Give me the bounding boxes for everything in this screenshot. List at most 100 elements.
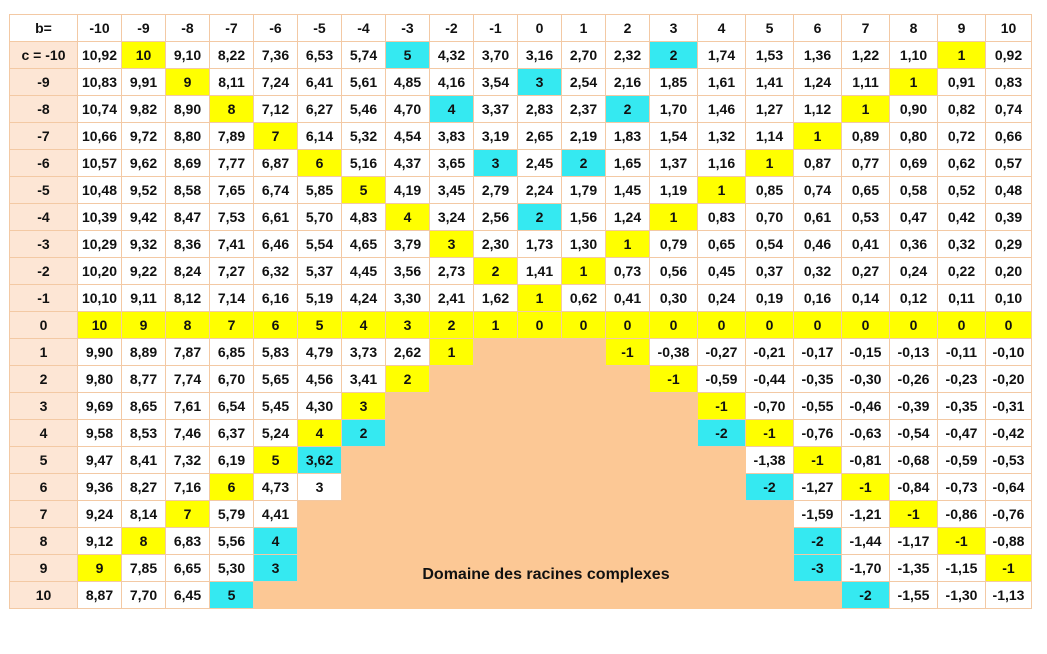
table-cell: 9,52 bbox=[121, 176, 166, 204]
table-cell: 2,56 bbox=[473, 203, 518, 231]
table-cell: 8,77 bbox=[121, 365, 166, 393]
table-cell: -2 bbox=[697, 419, 746, 447]
table-cell: 10,20 bbox=[77, 257, 122, 285]
complex-domain-cell bbox=[745, 581, 794, 609]
table-cell: 7,36 bbox=[253, 41, 298, 69]
complex-domain-cell bbox=[429, 554, 474, 582]
table-cell: 10,92 bbox=[77, 41, 122, 69]
table-cell: 3,70 bbox=[473, 41, 518, 69]
complex-domain-cell bbox=[385, 446, 430, 474]
table-cell: 1,22 bbox=[841, 41, 890, 69]
corner-label: b= bbox=[9, 14, 78, 42]
column-header-b: 2 bbox=[605, 14, 650, 42]
table-cell: -0,73 bbox=[937, 473, 986, 501]
table-cell: 2,62 bbox=[385, 338, 430, 366]
complex-domain-cell bbox=[605, 527, 650, 555]
table-cell: 0,37 bbox=[745, 257, 794, 285]
table-cell: -1 bbox=[889, 500, 938, 528]
table-row: -3 10,29 9,32 8,36 7,41 6,46 5,54 4,65 3,79 3 2,30… bbox=[9, 230, 1032, 258]
table-cell: 7,89 bbox=[209, 122, 254, 150]
table-cell: 0,39 bbox=[985, 203, 1032, 231]
table-cell: 4,30 bbox=[297, 392, 342, 420]
table-cell: 10 bbox=[121, 41, 166, 69]
table-cell: 1,41 bbox=[745, 68, 794, 96]
table-cell: 0,57 bbox=[985, 149, 1032, 177]
complex-domain-cell bbox=[561, 419, 606, 447]
table-cell: 6,37 bbox=[209, 419, 254, 447]
table-cell: 1 bbox=[605, 230, 650, 258]
table-cell: 1 bbox=[793, 122, 842, 150]
table-cell: 0,42 bbox=[937, 203, 986, 231]
table-cell: 8,12 bbox=[165, 284, 210, 312]
complex-domain-cell bbox=[517, 446, 562, 474]
row-header-c: 6 bbox=[9, 473, 78, 501]
complex-domain-cell bbox=[341, 581, 386, 609]
table-cell: 5,61 bbox=[341, 68, 386, 96]
table-cell: 8 bbox=[121, 527, 166, 555]
table-cell: 0,41 bbox=[841, 230, 890, 258]
table-cell: 8,58 bbox=[165, 176, 210, 204]
complex-domain-cell bbox=[649, 581, 698, 609]
complex-domain-cell bbox=[605, 392, 650, 420]
row-header-c: 4 bbox=[9, 419, 78, 447]
table-cell: 3,16 bbox=[517, 41, 562, 69]
table-cell: 0 bbox=[985, 311, 1032, 339]
complex-domain-cell bbox=[697, 527, 746, 555]
table-cell: 8,80 bbox=[165, 122, 210, 150]
table-cell: 0,62 bbox=[561, 284, 606, 312]
table-cell: 7,16 bbox=[165, 473, 210, 501]
complex-domain-cell bbox=[649, 554, 698, 582]
table-cell: 9,22 bbox=[121, 257, 166, 285]
complex-domain-cell bbox=[297, 581, 342, 609]
complex-domain-cell bbox=[605, 419, 650, 447]
table-cell: 0 bbox=[561, 311, 606, 339]
table-cell: 1,19 bbox=[649, 176, 698, 204]
table-cell: 0,29 bbox=[985, 230, 1032, 258]
complex-domain-cell bbox=[517, 581, 562, 609]
table-cell: 0,14 bbox=[841, 284, 890, 312]
table-cell: -1,17 bbox=[889, 527, 938, 555]
table-cell: 8,11 bbox=[209, 68, 254, 96]
complex-domain-cell bbox=[605, 500, 650, 528]
table-cell: 1,73 bbox=[517, 230, 562, 258]
table-cell: -0,10 bbox=[985, 338, 1032, 366]
table-cell: 1,41 bbox=[517, 257, 562, 285]
table-cell: 1,27 bbox=[745, 95, 794, 123]
table-cell: 2,45 bbox=[517, 149, 562, 177]
complex-domain-cell bbox=[385, 419, 430, 447]
complex-domain-cell bbox=[517, 473, 562, 501]
table-cell: 3,45 bbox=[429, 176, 474, 204]
complex-domain-cell bbox=[429, 446, 474, 474]
table-cell: 8 bbox=[165, 311, 210, 339]
table-cell: 6 bbox=[253, 311, 298, 339]
table-cell: 8,24 bbox=[165, 257, 210, 285]
table-cell: 1,62 bbox=[473, 284, 518, 312]
complex-domain-cell bbox=[429, 473, 474, 501]
table-cell: 2,30 bbox=[473, 230, 518, 258]
table-cell: 7,14 bbox=[209, 284, 254, 312]
table-cell: 2 bbox=[385, 365, 430, 393]
table-cell: 8 bbox=[209, 95, 254, 123]
table-cell: 8,69 bbox=[165, 149, 210, 177]
table-cell: -0,35 bbox=[793, 365, 842, 393]
table-cell: 3 bbox=[385, 311, 430, 339]
table-cell: 1 bbox=[561, 257, 606, 285]
table-cell: -1,35 bbox=[889, 554, 938, 582]
table-cell: 6,14 bbox=[297, 122, 342, 150]
column-header-b: -2 bbox=[429, 14, 474, 42]
table-row: 2 9,80 8,77 7,74 6,70 5,65 4,56 3,41 2 -1 -0,59 -0,… bbox=[9, 365, 1032, 393]
complex-domain-cell bbox=[649, 419, 698, 447]
table-cell: 0,91 bbox=[937, 68, 986, 96]
column-header-b: -10 bbox=[77, 14, 122, 42]
table-cell: 3,83 bbox=[429, 122, 474, 150]
complex-domain-cell bbox=[341, 527, 386, 555]
table-cell: 2,70 bbox=[561, 41, 606, 69]
table-cell: -1,21 bbox=[841, 500, 890, 528]
complex-domain-cell bbox=[697, 554, 746, 582]
table-cell: 4,79 bbox=[297, 338, 342, 366]
table-row: 4 9,58 8,53 7,46 6,37 5,24 4 2 -2 -1 -0,76 -0,63 -0,… bbox=[9, 419, 1032, 447]
table-cell: 5,79 bbox=[209, 500, 254, 528]
table-cell: 1,10 bbox=[889, 41, 938, 69]
column-header-b: -3 bbox=[385, 14, 430, 42]
table-cell: 5,74 bbox=[341, 41, 386, 69]
